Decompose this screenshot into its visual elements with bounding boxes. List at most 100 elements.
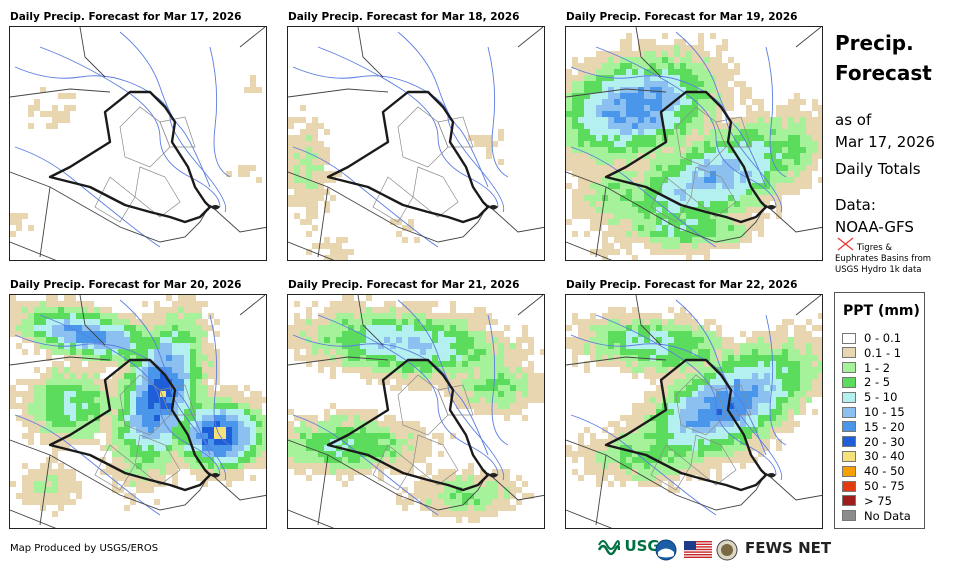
iraq-boundary: [326, 90, 490, 224]
basin-boundary-icon: [837, 237, 854, 251]
country-border: [79, 27, 106, 78]
legend-swatch: [842, 332, 856, 344]
river-line: [39, 46, 221, 208]
us-flag-icon: [684, 541, 712, 558]
basin-subdivision: [437, 116, 474, 148]
basin-subdivision: [412, 166, 459, 218]
basin-subdivision: [94, 176, 136, 223]
legend-item: 1 - 2: [842, 361, 890, 375]
country-border: [595, 454, 607, 526]
legend-label: 20 - 30: [864, 434, 905, 449]
river-line: [570, 146, 717, 248]
precip-field: [288, 105, 504, 260]
iraq-boundary: [604, 358, 768, 492]
basin-subdivision: [397, 106, 449, 168]
state-dept-seal-icon: [716, 539, 738, 561]
legend-swatch: [842, 510, 856, 522]
country-border: [239, 295, 266, 316]
iraq-boundary: [604, 90, 768, 224]
country-border: [288, 356, 389, 366]
river-line: [119, 31, 211, 188]
country-border: [317, 186, 329, 258]
river-line: [292, 414, 439, 516]
river-line: [119, 299, 211, 456]
basin-subdivision: [437, 384, 474, 416]
basin-subdivision: [412, 434, 459, 486]
country-border: [487, 472, 544, 501]
country-border: [795, 295, 822, 316]
country-border: [239, 27, 266, 48]
country-border: [566, 241, 613, 260]
legend-swatch: [842, 450, 856, 462]
country-border: [487, 204, 544, 233]
river-line: [675, 31, 767, 188]
legend-swatch: [842, 480, 856, 492]
legend-item: No Data: [842, 509, 911, 523]
river-line: [209, 314, 231, 446]
legend-item: 40 - 50: [842, 464, 905, 478]
legend-swatch: [842, 465, 856, 477]
legend-item: 30 - 40: [842, 449, 905, 463]
country-border: [10, 88, 111, 98]
legend-label: 2 - 5: [864, 375, 891, 390]
river-line: [14, 414, 161, 516]
country-border: [795, 27, 822, 48]
country-border: [635, 27, 662, 78]
country-border: [517, 295, 544, 316]
legend-label: 0.1 - 1: [864, 345, 902, 360]
panel-title: Daily Precip. Forecast for Mar 17, 2026: [10, 11, 242, 23]
legend-label: 50 - 75: [864, 479, 905, 493]
river-line: [39, 314, 221, 476]
data-source: NOAA-GFS: [835, 218, 914, 236]
legend-label: 10 - 15: [864, 405, 905, 419]
precip-field: [288, 295, 544, 523]
gulf-marker: [210, 205, 220, 210]
country-border: [595, 186, 607, 258]
legend-item: 20 - 30: [842, 435, 905, 449]
precip-field: [566, 33, 822, 260]
river-line: [209, 46, 231, 178]
basin-subdivision: [159, 116, 196, 148]
country-border: [517, 27, 544, 48]
forecast-map-panel: [287, 294, 545, 529]
legend-item: 2 - 5: [842, 375, 890, 389]
river-line: [14, 146, 161, 248]
panel-title: Daily Precip. Forecast for Mar 21, 2026: [288, 279, 520, 291]
legend-label: 30 - 40: [864, 449, 905, 464]
legend-item: 50 - 75: [842, 479, 905, 493]
river-line: [765, 314, 787, 446]
legend-swatch: [842, 436, 856, 448]
river-line: [675, 299, 767, 456]
country-border: [10, 241, 57, 260]
legend-label: 40 - 50: [864, 464, 905, 479]
forecast-map-panel: [287, 26, 545, 261]
legend-swatch: [842, 495, 856, 507]
basin-subdivision: [372, 176, 414, 223]
river-line: [317, 46, 499, 208]
panel-title: Daily Precip. Forecast for Mar 19, 2026: [566, 11, 798, 23]
river-line: [397, 31, 489, 188]
river-line: [595, 46, 777, 208]
panel-title: Daily Precip. Forecast for Mar 18, 2026: [288, 11, 520, 23]
gulf-marker: [488, 473, 498, 478]
basin-subdivision: [690, 434, 737, 486]
country-border: [39, 454, 51, 526]
country-border: [288, 241, 335, 260]
country-border: [317, 454, 329, 526]
gulf-marker: [488, 205, 498, 210]
forecast-map-panel: [9, 26, 267, 261]
legend-item: 15 - 20: [842, 420, 905, 434]
basin-subdivision: [134, 434, 181, 486]
country-border: [288, 88, 389, 98]
basin-subdivision: [650, 176, 692, 223]
basin-subdivision: [119, 106, 171, 168]
country-border: [10, 356, 111, 366]
precip-field: [566, 307, 822, 493]
basins-note: Tigres & Euphrates Basins from USGS Hydr…: [835, 243, 932, 275]
legend-item: > 75: [842, 494, 892, 508]
country-border: [566, 88, 667, 98]
country-border: [765, 472, 822, 501]
gulf-marker: [766, 473, 776, 478]
data-label: Data:: [835, 196, 876, 214]
